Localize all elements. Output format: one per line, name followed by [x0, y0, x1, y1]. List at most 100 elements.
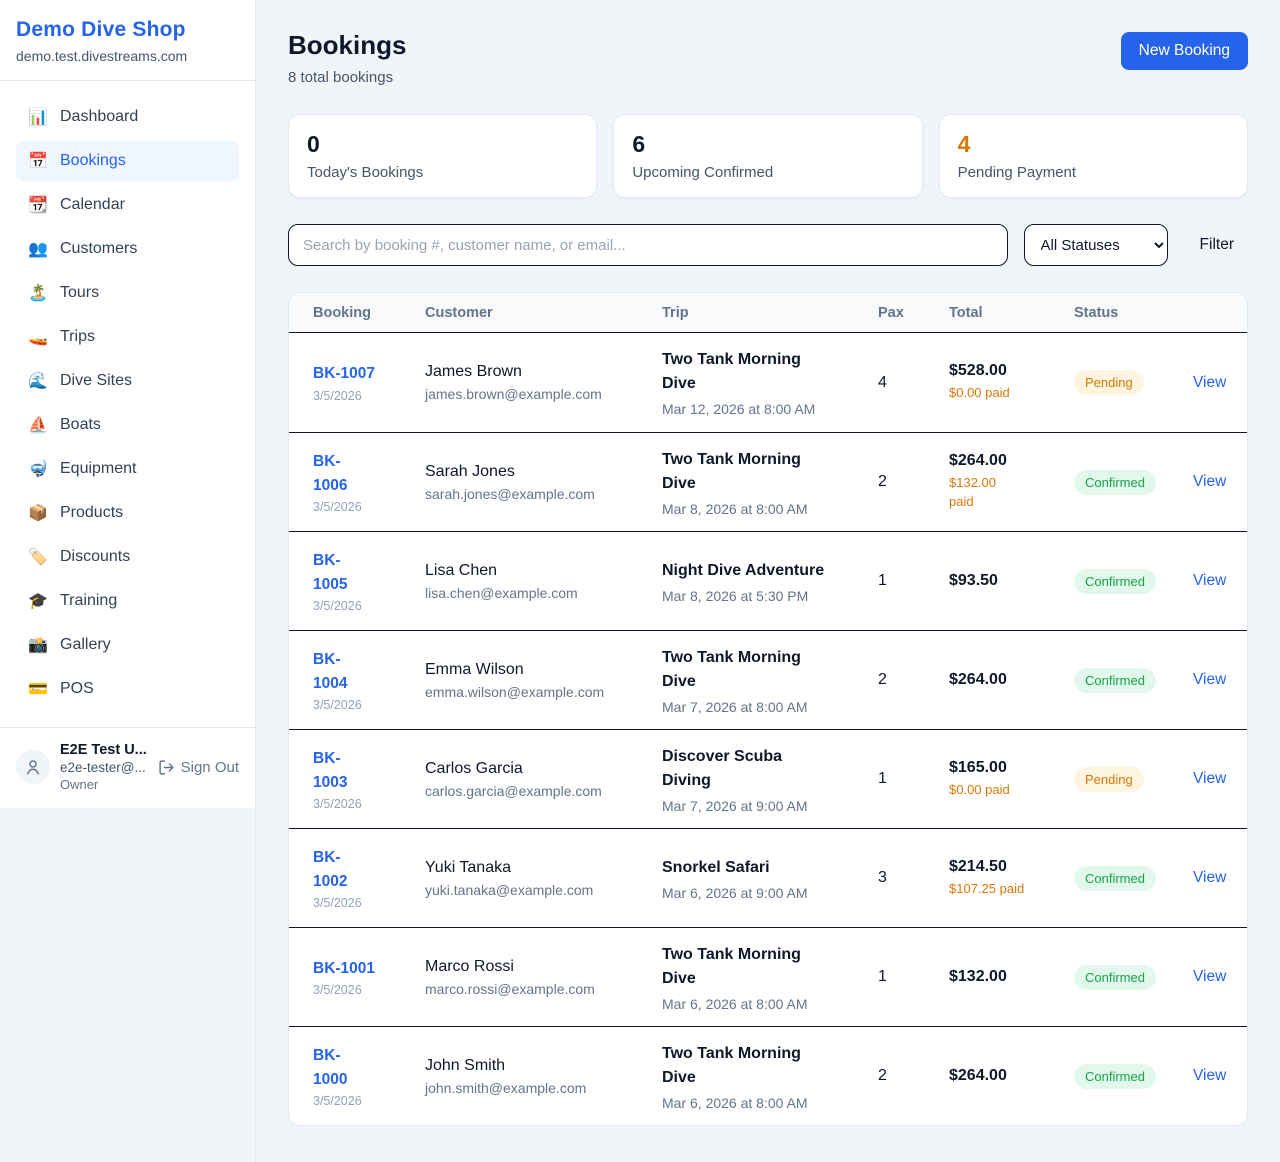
view-link[interactable]: View — [1193, 869, 1227, 886]
stat-card: 4 Pending Payment — [938, 114, 1248, 198]
sidebar-item-products[interactable]: 📦 Products — [16, 493, 239, 533]
status-badge: Confirmed — [1074, 469, 1156, 495]
sidebar-item-gallery[interactable]: 📸 Gallery — [16, 625, 239, 665]
total-amount: $264.00 — [949, 452, 1007, 470]
status-filter-select[interactable]: All Statuses — [1023, 224, 1168, 266]
booking-id-link[interactable]: BK-1001 — [313, 959, 376, 977]
view-link[interactable]: View — [1193, 473, 1227, 490]
customer-name: Emma Wilson — [425, 660, 524, 678]
sidebar-item-label: Discounts — [60, 548, 131, 565]
booking-id-link[interactable]: BK- 1000 — [313, 1047, 348, 1088]
booking-id-link[interactable]: BK- 1006 — [313, 453, 348, 494]
status-badge: Pending — [1074, 370, 1144, 395]
total-bookings-count: 8 total bookings — [288, 69, 394, 86]
customer-name: Marco Rossi — [425, 957, 514, 975]
sidebar-item-label: Gallery — [60, 636, 111, 653]
sidebar-item-tours[interactable]: 🏝️ Tours — [16, 273, 239, 313]
trip-datetime: Mar 6, 2026 at 9:00 AM — [662, 884, 808, 901]
booking-id-link[interactable]: BK-1007 — [313, 365, 376, 383]
trip-name: Two Tank Morning Dive — [662, 1044, 801, 1086]
sign-out-button[interactable]: Sign Out — [158, 759, 239, 776]
pax-count: 2 — [878, 671, 887, 688]
sidebar-item-dashboard[interactable]: 📊 Dashboard — [16, 97, 239, 137]
sidebar-item-training[interactable]: 🎓 Training — [16, 581, 239, 621]
sidebar-item-equipment[interactable]: 🤿 Equipment — [16, 449, 239, 489]
total-amount: $528.00 — [949, 362, 1007, 380]
booking-id-link[interactable]: BK- 1002 — [313, 849, 348, 890]
booking-id-link[interactable]: BK- 1004 — [313, 651, 348, 692]
bookings-table: Booking Customer Trip Pax Total Status B… — [288, 292, 1248, 1126]
sidebar-item-calendar[interactable]: 📆 Calendar — [16, 185, 239, 225]
customer-email: yuki.tanaka@example.com — [425, 881, 594, 898]
wave-icon: 🌊 — [28, 373, 48, 390]
calendar-date-icon: 📅 — [28, 153, 48, 170]
pax-count: 3 — [878, 869, 887, 886]
status-badge: Confirmed — [1074, 667, 1156, 693]
customer-name: John Smith — [425, 1056, 506, 1074]
sidebar-item-trips[interactable]: 🚤 Trips — [16, 317, 239, 357]
table-row: BK- 1004 3/5/2026 Emma Wilson emma.wilso… — [289, 630, 1247, 729]
new-booking-button[interactable]: New Booking — [1120, 32, 1248, 70]
sidebar-item-label: Calendar — [60, 196, 125, 213]
sidebar-item-label: Equipment — [60, 460, 137, 477]
user-email: e2e-tester@... — [60, 760, 146, 775]
shop-name: Demo Dive Shop — [16, 18, 186, 41]
trip-name: Two Tank Morning Dive — [662, 351, 801, 392]
avatar — [16, 750, 50, 784]
trip-datetime: Mar 8, 2026 at 8:00 AM — [662, 500, 808, 517]
trip-datetime: Mar 6, 2026 at 8:00 AM — [662, 1094, 808, 1111]
booking-date: 3/5/2026 — [313, 598, 362, 613]
sign-out-label: Sign Out — [180, 758, 239, 776]
customer-email: lisa.chen@example.com — [425, 584, 578, 601]
page-title: Bookings — [288, 30, 407, 60]
customer-email: john.smith@example.com — [425, 1079, 587, 1096]
col-total: Total — [949, 304, 983, 321]
stat-value: 4 — [957, 131, 971, 157]
customer-name: Carlos Garcia — [425, 759, 523, 777]
filter-button[interactable]: Filter — [1184, 236, 1248, 254]
sidebar-item-boats[interactable]: ⛵ Boats — [16, 405, 239, 445]
sidebar-item-discounts[interactable]: 🏷️ Discounts — [16, 537, 239, 577]
booking-date: 3/5/2026 — [313, 1093, 362, 1108]
customer-email: james.brown@example.com — [425, 386, 602, 402]
credit-card-icon: 💳 — [28, 681, 48, 698]
view-link[interactable]: View — [1193, 373, 1227, 391]
pax-count: 1 — [878, 572, 887, 589]
col-booking: Booking — [313, 304, 371, 321]
customer-name: James Brown — [425, 363, 522, 380]
sidebar-item-bookings[interactable]: 📅 Bookings — [16, 141, 239, 181]
sidebar-item-pos[interactable]: 💳 POS — [16, 669, 239, 709]
view-link[interactable]: View — [1193, 572, 1227, 589]
bar-chart-icon: 📊 — [28, 109, 48, 126]
view-link[interactable]: View — [1193, 671, 1227, 688]
trip-datetime: Mar 8, 2026 at 5:30 PM — [662, 587, 809, 604]
view-link[interactable]: View — [1193, 968, 1227, 985]
trip-datetime: Mar 7, 2026 at 8:00 AM — [662, 698, 808, 715]
pax-count: 4 — [878, 373, 887, 391]
trip-datetime: Mar 12, 2026 at 8:00 AM — [662, 401, 816, 417]
trip-name: Night Dive Adventure — [662, 561, 825, 579]
sidebar-item-label: Customers — [60, 240, 138, 257]
view-link[interactable]: View — [1193, 1067, 1227, 1084]
col-pax: Pax — [878, 304, 904, 321]
sidebar-item-label: Tours — [60, 284, 100, 301]
sidebar-item-label: Dashboard — [60, 108, 139, 125]
sidebar-item-customers[interactable]: 👥 Customers — [16, 229, 239, 269]
stat-label: Pending Payment — [957, 164, 1077, 181]
stat-card: 0 Today's Bookings — [288, 114, 598, 198]
sidebar-item-dive-sites[interactable]: 🌊 Dive Sites — [16, 361, 239, 401]
sidebar-item-label: Dive Sites — [60, 372, 133, 389]
booking-id-link[interactable]: BK- 1005 — [313, 552, 348, 593]
paid-amount: $132.00 paid — [949, 475, 996, 509]
total-amount: $165.00 — [949, 758, 1007, 776]
booking-date: 3/5/2026 — [313, 697, 362, 712]
sidebar-item-label: Boats — [60, 416, 101, 433]
status-badge: Confirmed — [1074, 1063, 1156, 1089]
stats-cards: 0 Today's Bookings 6 Upcoming Confirmed … — [288, 114, 1248, 198]
table-header-row: Booking Customer Trip Pax Total Status — [289, 293, 1247, 333]
customer-name: Yuki Tanaka — [425, 858, 511, 876]
search-input[interactable] — [288, 224, 1008, 266]
stat-value: 0 — [307, 131, 320, 157]
view-link[interactable]: View — [1193, 770, 1227, 787]
booking-id-link[interactable]: BK- 1003 — [313, 750, 348, 791]
